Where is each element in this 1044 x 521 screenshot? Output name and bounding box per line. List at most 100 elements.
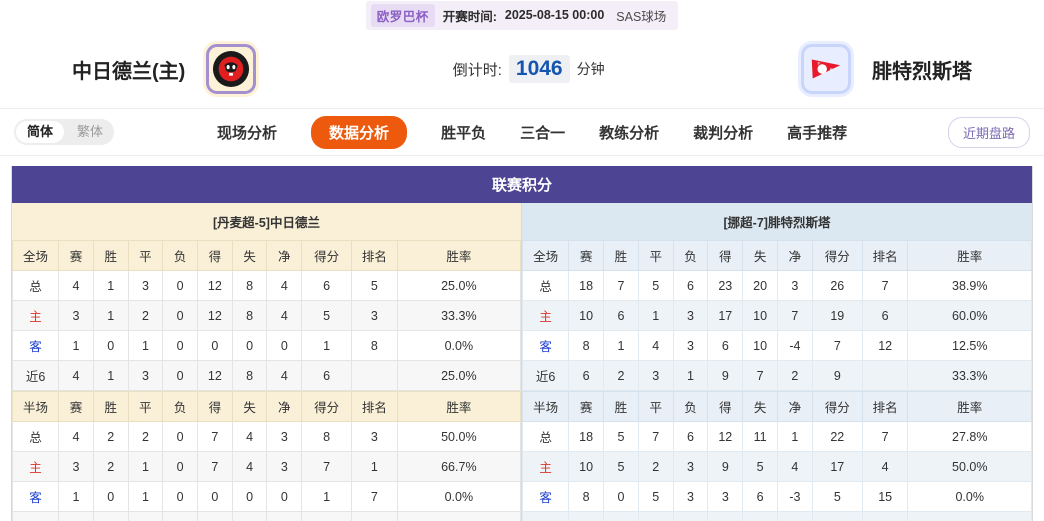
table-row: 总 18 5 7 6 12 11 1 22 7 27.8% [521, 421, 1032, 452]
cell-rank: 7 [861, 270, 909, 301]
cell-goal-diff: 0 [266, 481, 303, 512]
home-team-block: 中日德兰(主) [72, 41, 260, 97]
cell-goal-diff: 4 [266, 300, 303, 331]
cell-rank: 6 [861, 300, 909, 331]
col-won: 胜 [603, 240, 639, 271]
standings-tables: [丹麦超-5]中日德兰 全场 赛 胜 平 负 得 失 净 得分 排名 胜率 [11, 203, 1032, 521]
col-goal-diff: 净 [266, 240, 303, 271]
cell-goals-against: 10 [742, 300, 778, 331]
kickoff-label: 开赛时间: [442, 9, 497, 24]
cell-goal-diff: 2 [777, 360, 813, 391]
home-stats-side: [丹麦超-5]中日德兰 全场 赛 胜 平 负 得 失 净 得分 排名 胜率 [11, 203, 522, 521]
cell-lost: 0 [162, 481, 198, 512]
cell-goals-for: 9 [707, 360, 744, 391]
table-row: 近6 4 1 3 0 12 8 4 6 25.0% [11, 360, 522, 391]
table-row: 总 18 7 5 6 23 20 3 26 7 38.9% [521, 270, 1032, 301]
cell-rank [351, 511, 398, 521]
tab-data-analysis[interactable]: 数据分析 [311, 115, 408, 149]
cell-lost: 6 [672, 421, 709, 452]
cell-played: 4 [58, 511, 94, 521]
cell-drawn: 2 [127, 300, 164, 331]
cell-goal-diff: -4 [777, 330, 813, 361]
cell-win-rate: 66.7% [396, 451, 522, 482]
svg-text:K: K [830, 67, 834, 73]
cell-lost: 2 [672, 511, 709, 521]
cell-goals-for: 12 [197, 300, 233, 331]
cell-points: 5 [301, 300, 353, 331]
cell-goal-diff: 3 [266, 451, 303, 482]
cell-goals-against: 4 [231, 451, 268, 482]
cell-drawn: 5 [637, 481, 674, 512]
cell-drawn: 5 [637, 270, 674, 301]
col-scope: 全场 [11, 240, 60, 271]
cell-goals-for: 7 [197, 421, 233, 452]
recent-odds-button[interactable]: 近期盘路 [947, 116, 1030, 148]
match-info-pill: 欧罗巴杯 开赛时间: 2025-08-15 00:00 SAS球场 [365, 0, 679, 30]
away-halftime-table: 半场 赛 胜 平 负 得 失 净 得分 排名 胜率 总 18 5 7 6 12 11 1 22 7… [521, 391, 1032, 521]
tab-expert-picks[interactable]: 高手推荐 [787, 124, 848, 142]
tab-win-draw-loss[interactable]: 胜平负 [441, 124, 487, 142]
col-scope: 半场 [521, 391, 570, 422]
cell-lost: 6 [672, 270, 709, 301]
col-win-rate: 胜率 [396, 240, 522, 271]
col-win-rate: 胜率 [396, 391, 522, 422]
cell-goals-against: 11 [742, 421, 778, 452]
cell-lost: 3 [672, 330, 709, 361]
cell-played: 6 [568, 360, 605, 391]
tab-live-analysis[interactable]: 现场分析 [217, 124, 278, 142]
league-standings-panel: 联赛积分 [丹麦超-5]中日德兰 全场 赛 胜 平 负 得 失 净 得分 排名 … [11, 166, 1033, 521]
cell-goal-diff: 3 [266, 421, 303, 452]
cell-points: 5 [811, 481, 863, 512]
cell-goals-for: 12 [197, 270, 233, 301]
cell-rank: 4 [861, 451, 909, 482]
col-goal-diff: 净 [777, 391, 813, 422]
cell-won: 2 [92, 451, 129, 482]
cell-won: 2 [92, 421, 129, 452]
table-row: 总 4 1 3 0 12 8 4 6 5 25.0% [11, 270, 522, 301]
cell-won: 0 [92, 330, 129, 361]
table-row: 近6 6 2 3 1 9 7 2 9 33.3% [521, 360, 1032, 391]
cell-goals-against: 8 [231, 300, 268, 331]
col-win-rate: 胜率 [907, 240, 1032, 271]
cell-goal-diff: 4 [266, 270, 303, 301]
away-team-name: 腓特烈斯塔 [872, 60, 972, 83]
cell-played: 18 [568, 270, 605, 301]
cell-rank: 15 [861, 481, 909, 512]
cell-lost: 0 [162, 360, 198, 391]
table-header-row: 半场 赛 胜 平 负 得 失 净 得分 排名 胜率 [521, 391, 1032, 422]
cell-played: 1 [58, 481, 94, 512]
tab-three-in-one[interactable]: 三合一 [520, 124, 566, 142]
cell-goals-against: 5 [742, 451, 778, 482]
cell-played: 6 [568, 511, 605, 521]
col-won: 胜 [92, 240, 129, 271]
lang-simplified-option[interactable]: 简体 [16, 121, 65, 143]
cell-goals-against: 4 [742, 511, 778, 521]
cell-goal-diff: 4 [777, 451, 813, 482]
col-rank: 排名 [351, 391, 398, 422]
tab-referee-analysis[interactable]: 裁判分析 [693, 124, 754, 142]
tab-coach-analysis[interactable]: 教练分析 [599, 124, 660, 142]
cell-points: 6 [811, 511, 863, 521]
cell-played: 4 [58, 360, 94, 391]
col-points: 得分 [301, 240, 353, 271]
lang-traditional-option[interactable]: 繁体 [77, 124, 104, 139]
away-fulltime-table: 全场 赛 胜 平 负 得 失 净 得分 排名 胜率 总 18 7 5 6 23 20 3 26 7… [521, 240, 1032, 391]
cell-lost: 3 [672, 451, 709, 482]
cell-played: 1 [58, 330, 94, 361]
language-toggle[interactable]: 简体 繁体 [14, 119, 115, 145]
col-points: 得分 [301, 391, 353, 422]
cell-played: 3 [58, 300, 94, 331]
cell-won: 5 [603, 451, 639, 482]
col-lost: 负 [672, 391, 709, 422]
cell-win-rate: 25.0% [396, 270, 522, 301]
cell-won: 7 [603, 270, 639, 301]
teams-header: 中日德兰(主) 倒计时: 1046 分钟 F K 腓特烈斯塔 [0, 30, 1044, 108]
away-team-block: F K 腓特烈斯塔 [798, 41, 972, 97]
col-rank: 排名 [861, 240, 909, 271]
countdown-unit: 分钟 [576, 61, 605, 77]
home-team-name: 中日德兰(主) [72, 60, 186, 83]
cell-drawn: 3 [637, 360, 674, 391]
cell-goals-for: 0 [197, 330, 233, 361]
countdown-value: 1046 [508, 55, 570, 83]
cell-lost: 0 [162, 270, 198, 301]
